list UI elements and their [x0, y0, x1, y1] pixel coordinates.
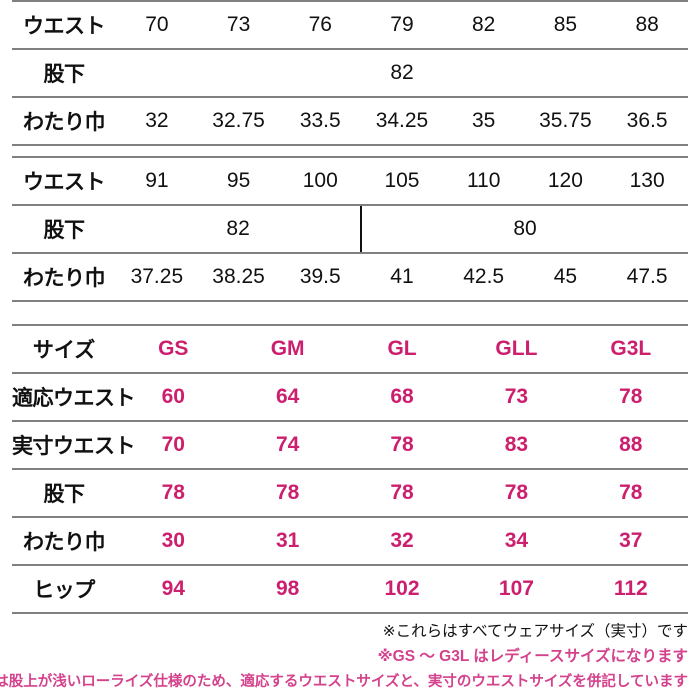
cell-inseamL-c5: 78 [573, 469, 688, 518]
footnote-lowrise: ※レディースサイズは股上が浅いローライズ仕様のため、適応するウエストサイズと、実… [0, 673, 688, 690]
table-row: 股下 82 80 [12, 205, 688, 254]
cell-fitwaist-c3: 68 [344, 373, 460, 422]
cell-hip-c1: 94 [116, 565, 231, 614]
cell-fitwaist-c5: 78 [573, 373, 688, 422]
table-row: ウエスト 91 95 100 105 110 120 130 [12, 156, 688, 206]
cell-actualwaist-c3: 78 [344, 421, 460, 470]
cell-size-c2: GM [230, 324, 345, 374]
cell-fitwaist-c1: 60 [116, 373, 231, 422]
cell-hip-c2: 98 [230, 565, 345, 614]
cell-inseam2-right: 80 [361, 205, 688, 254]
cell-inseam1-merged: 82 [116, 49, 688, 98]
cell-thigh1-c5: 35 [442, 97, 525, 146]
row-label-inseam-ladies: 股下 [12, 469, 117, 518]
cell-waist1-c2: 73 [197, 0, 280, 50]
cell-size-c3: GL [344, 324, 460, 374]
cell-inseamL-c2: 78 [230, 469, 345, 518]
cell-thighL-c2: 31 [230, 517, 345, 566]
table-row: ウエスト 70 73 76 79 82 85 88 [12, 0, 688, 50]
cell-fitwaist-c2: 64 [230, 373, 345, 422]
cell-thigh2-c4: 41 [361, 253, 443, 302]
cell-size-c4: GLL [459, 324, 574, 374]
row-label-waist-1: ウエスト [12, 0, 117, 50]
cell-inseamL-c1: 78 [116, 469, 231, 518]
table-row: わたり巾 30 31 32 34 37 [12, 517, 688, 566]
cell-actualwaist-c1: 70 [116, 421, 231, 470]
cell-actualwaist-c2: 74 [230, 421, 345, 470]
cell-inseamL-c3: 78 [344, 469, 460, 518]
cell-waist1-c1: 70 [116, 0, 198, 50]
footnote-wear-size: ※これらはすべてウェアサイズ（実寸）です [382, 623, 688, 640]
row-label-hip: ヒップ [12, 565, 117, 614]
table-row: 適応ウエスト 60 64 68 73 78 [12, 373, 688, 422]
table-row: 股下 82 [12, 49, 688, 98]
table-gap-1 [12, 146, 688, 156]
cell-thighL-c1: 30 [116, 517, 231, 566]
footnotes: ※これらはすべてウェアサイズ（実寸）です ※GS ～ G3L はレディースサイズ… [0, 621, 688, 693]
table-row: わたり巾 37.25 38.25 39.5 41 42.5 45 47.5 [12, 253, 688, 302]
cell-inseamL-c4: 78 [459, 469, 574, 518]
row-label-thigh-ladies: わたり巾 [12, 517, 117, 566]
cell-thigh1-c7: 36.5 [606, 97, 688, 146]
cell-thigh2-c2: 38.25 [197, 253, 280, 302]
footnote-ladies-range: ※GS ～ G3L はレディースサイズになります [377, 648, 688, 666]
cell-waist1-c5: 82 [442, 0, 525, 50]
cell-hip-c5: 112 [573, 565, 688, 614]
cell-thigh2-c5: 42.5 [442, 253, 525, 302]
ladies-size-table: サイズ GS GM GL GLL G3L 適応ウエスト 60 64 68 73 … [12, 324, 688, 614]
cell-waist1-c3: 76 [279, 0, 362, 50]
cell-thigh2-c7: 47.5 [606, 253, 688, 302]
cell-thigh1-c3: 33.5 [279, 97, 362, 146]
table-row: サイズ GS GM GL GLL G3L [12, 324, 688, 374]
cell-hip-c3: 102 [344, 565, 460, 614]
cell-hip-c4: 107 [459, 565, 574, 614]
cell-waist1-c6: 85 [524, 0, 607, 50]
row-label-actual-waist: 実寸ウエスト [12, 421, 136, 470]
table-row: 股下 78 78 78 78 78 [12, 469, 688, 518]
cell-thighL-c5: 37 [573, 517, 688, 566]
row-label-waist-2: ウエスト [12, 156, 117, 206]
cell-waist1-c7: 88 [606, 0, 688, 50]
row-label-size: サイズ [12, 324, 117, 374]
table-row: 実寸ウエスト 70 74 78 83 88 [12, 421, 688, 470]
cell-thigh1-c1: 32 [116, 97, 198, 146]
cell-actualwaist-c4: 83 [459, 421, 574, 470]
cell-thigh2-c1: 37.25 [116, 253, 198, 302]
cell-waist2-c6: 120 [524, 156, 607, 206]
table-gap-2 [12, 302, 688, 324]
table-row: ヒップ 94 98 102 107 112 [12, 565, 688, 614]
cell-thighL-c3: 32 [344, 517, 460, 566]
cell-thigh2-c6: 45 [524, 253, 607, 302]
cell-waist1-c4: 79 [361, 0, 443, 50]
cell-inseam2-left: 82 [116, 205, 363, 254]
cell-waist2-c1: 91 [116, 156, 198, 206]
cell-actualwaist-c5: 88 [573, 421, 688, 470]
cell-size-c1: GS [116, 324, 231, 374]
cell-waist2-c4: 105 [361, 156, 443, 206]
cell-thighL-c4: 34 [459, 517, 574, 566]
table-row: わたり巾 32 32.75 33.5 34.25 35 35.75 36.5 [12, 97, 688, 146]
cell-thigh1-c6: 35.75 [524, 97, 607, 146]
row-label-thigh-1: わたり巾 [12, 97, 117, 146]
row-label-fit-waist: 適応ウエスト [12, 373, 136, 422]
cell-thigh2-c3: 39.5 [279, 253, 362, 302]
cell-thigh1-c4: 34.25 [361, 97, 443, 146]
mens-size-table-1: ウエスト 70 73 76 79 82 85 88 股下 82 わたり巾 32 … [12, 0, 688, 146]
cell-waist2-c5: 110 [442, 156, 525, 206]
mens-size-table-2: ウエスト 91 95 100 105 110 120 130 股下 82 80 … [12, 156, 688, 302]
cell-waist2-c3: 100 [279, 156, 362, 206]
row-label-thigh-2: わたり巾 [12, 253, 117, 302]
row-label-inseam-2: 股下 [12, 205, 117, 254]
cell-fitwaist-c4: 73 [459, 373, 574, 422]
cell-waist2-c2: 95 [197, 156, 280, 206]
cell-size-c5: G3L [573, 324, 688, 374]
cell-thigh1-c2: 32.75 [197, 97, 280, 146]
cell-waist2-c7: 130 [606, 156, 688, 206]
row-label-inseam-1: 股下 [12, 49, 117, 98]
